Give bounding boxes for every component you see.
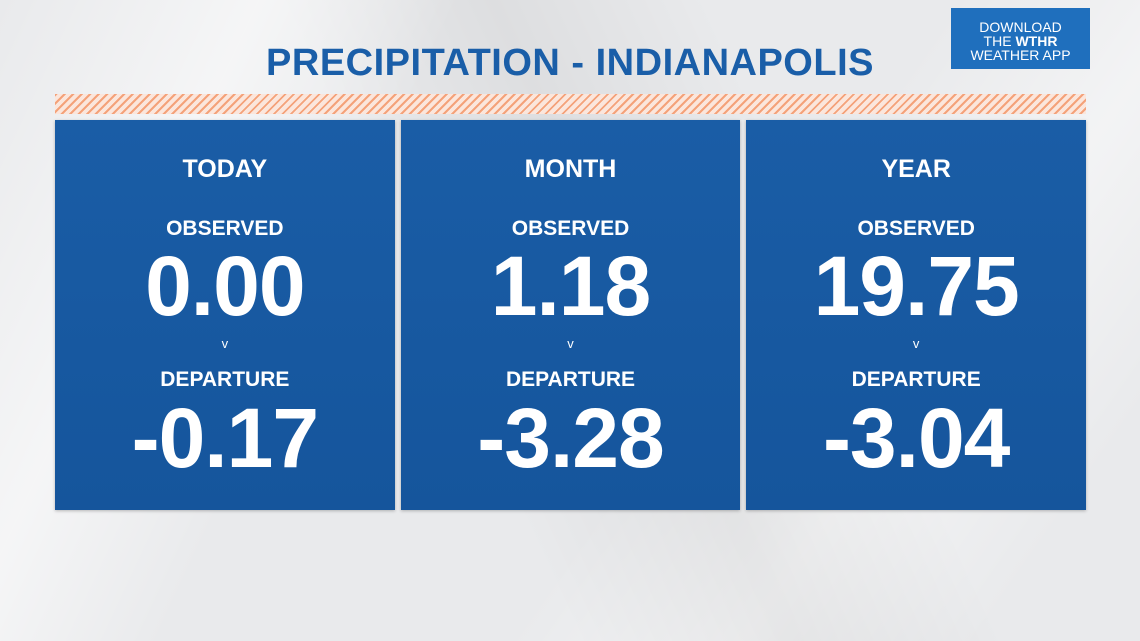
- observed-value: 0.00: [145, 239, 305, 333]
- departure-label: DEPARTURE: [851, 368, 981, 391]
- observed-value: 1.18: [490, 239, 651, 333]
- panel-today: TODAY OBSERVED 0.00 v DEPARTURE -0.17: [55, 120, 395, 510]
- departure-label: DEPARTURE: [505, 368, 636, 391]
- precipitation-panels: TODAY OBSERVED 0.00 v DEPARTURE -0.17 MO…: [55, 120, 1087, 510]
- badge-line-download: DOWNLOAD: [979, 19, 1062, 35]
- panel-year: YEAR OBSERVED 19.75 v DEPARTURE -3.04: [746, 120, 1087, 510]
- separator-mark: v: [567, 336, 574, 351]
- observed-value: 19.75: [813, 239, 1020, 333]
- departure-value: -3.28: [477, 391, 664, 485]
- departure-value: -0.17: [131, 391, 319, 485]
- badge-prefix: THE: [983, 33, 1016, 49]
- download-app-badge[interactable]: DOWNLOAD THE WTHR WEATHER APP: [951, 8, 1090, 69]
- separator-mark: v: [912, 336, 920, 351]
- observed-label: OBSERVED: [166, 217, 284, 240]
- separator-mark: v: [221, 336, 229, 351]
- observed-label: OBSERVED: [857, 217, 975, 240]
- decorative-stripe: [55, 94, 1086, 114]
- badge-line-brand: THE WTHR: [951, 34, 1090, 48]
- panel-title: YEAR: [881, 155, 951, 183]
- panel-title: TODAY: [182, 155, 268, 183]
- panel-title: MONTH: [524, 155, 617, 183]
- badge-line-app: WEATHER APP: [970, 47, 1071, 63]
- departure-value: -3.04: [822, 391, 1010, 485]
- departure-label: DEPARTURE: [160, 368, 290, 391]
- panel-month: MONTH OBSERVED 1.18 v DEPARTURE -3.28: [400, 120, 741, 510]
- badge-brand: WTHR: [1015, 33, 1058, 49]
- observed-label: OBSERVED: [511, 217, 630, 240]
- page-title: PRECIPITATION - INDIANAPOLIS: [266, 42, 874, 84]
